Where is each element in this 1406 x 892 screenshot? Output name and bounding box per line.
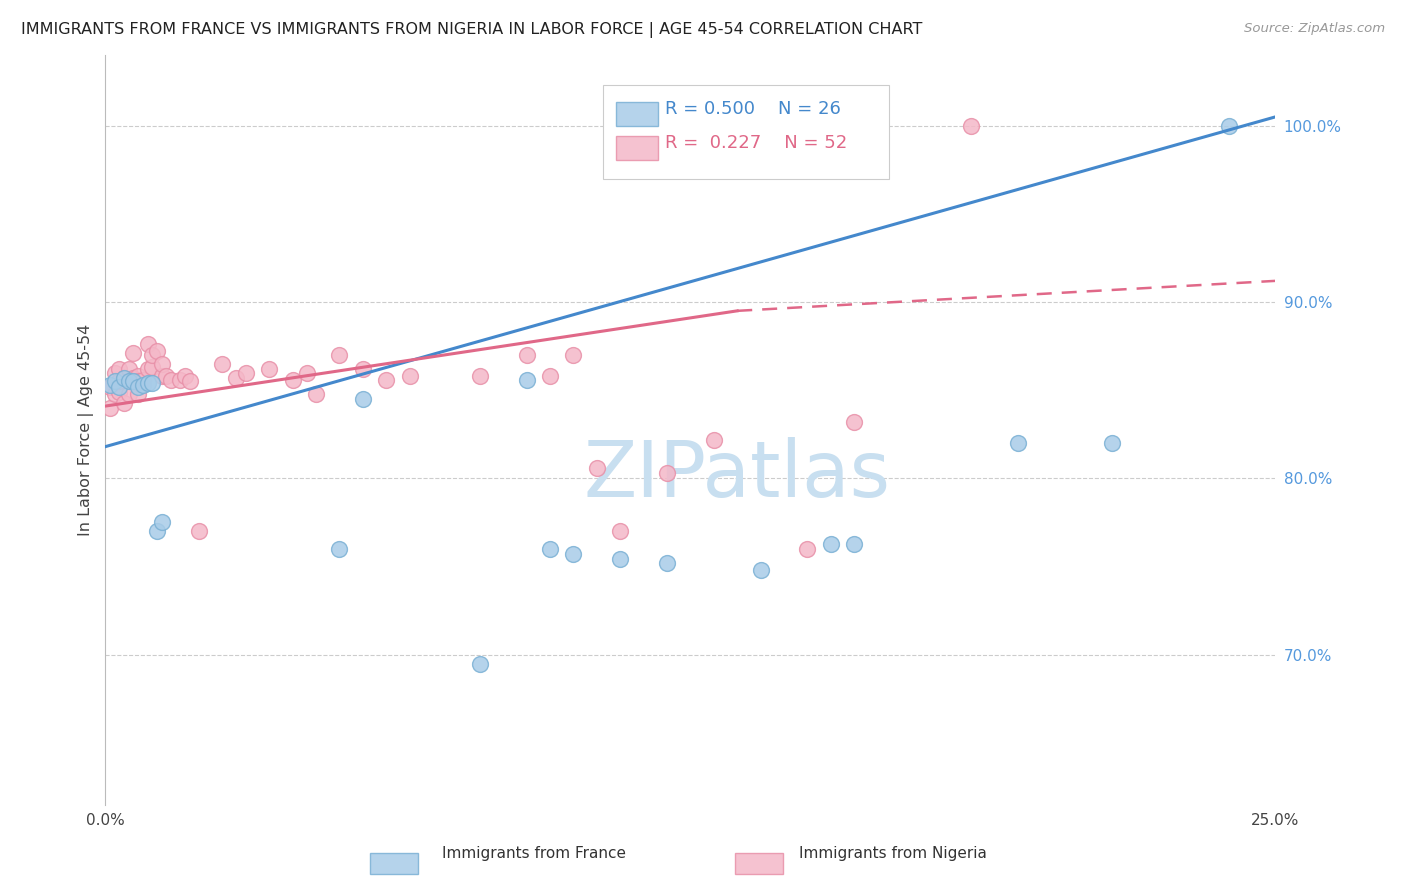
FancyBboxPatch shape [603, 85, 890, 178]
Point [538, 369, 561, 384]
Point [749, 563, 772, 577]
Point [352, 362, 374, 376]
Point [609, 524, 631, 539]
Point [118, 375, 141, 389]
Point [188, 524, 211, 539]
Point [136, 362, 159, 376]
Point [146, 524, 169, 539]
Point [655, 556, 678, 570]
Point [150, 369, 173, 384]
Point [844, 536, 866, 550]
Point [516, 373, 538, 387]
Point [122, 375, 145, 389]
Point [468, 657, 491, 671]
Point [179, 375, 201, 389]
Y-axis label: In Labor Force | Age 45-54: In Labor Force | Age 45-54 [79, 324, 94, 536]
Point [174, 369, 197, 384]
Point [122, 371, 145, 385]
Point [1101, 436, 1123, 450]
FancyBboxPatch shape [616, 103, 658, 127]
Point [375, 373, 398, 387]
Point [655, 466, 678, 480]
Point [211, 357, 233, 371]
Point [155, 369, 177, 384]
Point [235, 366, 257, 380]
Point [98, 401, 121, 415]
Point [328, 348, 350, 362]
Point [585, 460, 607, 475]
Point [108, 362, 131, 376]
Point [136, 376, 159, 391]
Point [295, 366, 318, 380]
Point [257, 362, 280, 376]
Point [398, 369, 420, 384]
Point [122, 346, 145, 360]
Point [160, 373, 183, 387]
Point [108, 384, 131, 399]
Point [703, 433, 725, 447]
Point [352, 392, 374, 406]
Point [108, 375, 131, 389]
Point [127, 369, 149, 384]
Text: Immigrants from Nigeria: Immigrants from Nigeria [799, 847, 987, 861]
Point [112, 371, 135, 385]
Point [108, 379, 131, 393]
Point [136, 337, 159, 351]
Point [141, 376, 163, 391]
Point [127, 375, 149, 389]
Point [169, 373, 191, 387]
Point [127, 386, 149, 401]
Point [118, 362, 141, 376]
Point [538, 541, 561, 556]
Point [141, 348, 163, 362]
Point [820, 536, 842, 550]
Point [281, 373, 304, 387]
Text: IMMIGRANTS FROM FRANCE VS IMMIGRANTS FROM NIGERIA IN LABOR FORCE | AGE 45-54 COR: IMMIGRANTS FROM FRANCE VS IMMIGRANTS FRO… [21, 22, 922, 38]
Point [796, 541, 818, 556]
Text: Source: ZipAtlas.com: Source: ZipAtlas.com [1244, 22, 1385, 36]
Point [132, 373, 155, 387]
Point [98, 379, 121, 393]
Point [112, 395, 135, 409]
Point [609, 552, 631, 566]
Point [562, 348, 585, 362]
Point [104, 375, 127, 389]
Point [150, 357, 173, 371]
Point [844, 415, 866, 429]
Point [112, 371, 135, 385]
Point [118, 386, 141, 401]
Point [516, 348, 538, 362]
FancyBboxPatch shape [616, 136, 658, 160]
Point [104, 366, 127, 380]
Point [132, 378, 155, 392]
Point [562, 547, 585, 561]
Point [328, 541, 350, 556]
Point [141, 360, 163, 375]
Point [98, 378, 121, 392]
Point [104, 386, 127, 401]
Point [127, 379, 149, 393]
Point [960, 119, 983, 133]
Point [468, 369, 491, 384]
Point [225, 371, 247, 385]
Text: ZIPatlas: ZIPatlas [583, 437, 891, 513]
Text: R = 0.500    N = 26: R = 0.500 N = 26 [665, 100, 841, 119]
Text: Immigrants from France: Immigrants from France [443, 847, 626, 861]
Point [305, 386, 328, 401]
Point [146, 344, 169, 359]
Point [150, 516, 173, 530]
Point [1007, 436, 1029, 450]
Point [1218, 119, 1240, 133]
Text: R =  0.227    N = 52: R = 0.227 N = 52 [665, 134, 846, 152]
